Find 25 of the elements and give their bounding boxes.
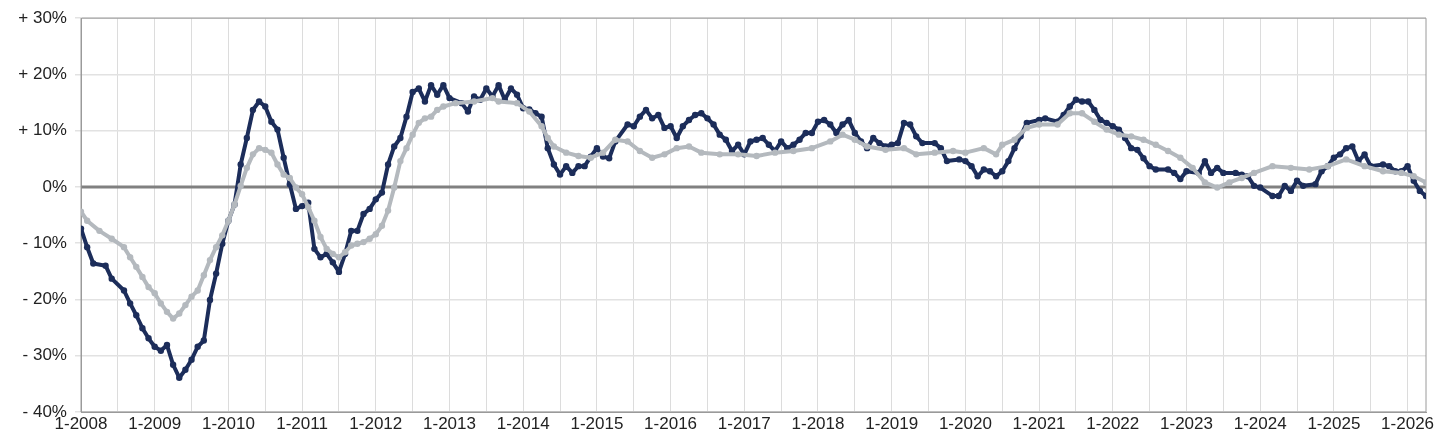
- x-tick-label: 1-2012: [349, 413, 403, 433]
- x-tick-label: 1-2019: [865, 413, 919, 433]
- x-tick-label: 1-2013: [423, 413, 476, 433]
- x-tick-label: 1-2010: [201, 413, 255, 433]
- x-tick-label: 1-2018: [791, 413, 845, 433]
- x-tick-label: 1-2014: [496, 413, 550, 433]
- x-tick-label: 1-2024: [1233, 413, 1287, 433]
- x-tick-label: 1-2021: [1012, 413, 1066, 433]
- x-tick-label: 1-2017: [717, 413, 771, 433]
- y-tick-label: + 30%: [18, 7, 67, 27]
- y-tick-label: + 20%: [18, 64, 67, 84]
- x-tick-label: 1-2022: [1086, 413, 1140, 433]
- x-tick-label: 1-2026: [1381, 413, 1435, 433]
- x-tick-label: 1-2025: [1307, 413, 1361, 433]
- x-tick-label: 1-2011: [276, 413, 328, 433]
- x-tick-label: 1-2016: [644, 413, 698, 433]
- y-tick-label: - 20%: [22, 289, 67, 309]
- x-tick-label: 1-2009: [128, 413, 182, 433]
- x-tick-label: 1-2020: [938, 413, 992, 433]
- x-tick-label: 1-2015: [570, 413, 624, 433]
- y-tick-label: - 10%: [22, 232, 67, 252]
- x-tick-label: 1-2023: [1160, 413, 1213, 433]
- y-tick-label: + 10%: [18, 120, 67, 140]
- y-tick-label: 0%: [42, 176, 67, 196]
- y-tick-label: - 30%: [22, 345, 67, 365]
